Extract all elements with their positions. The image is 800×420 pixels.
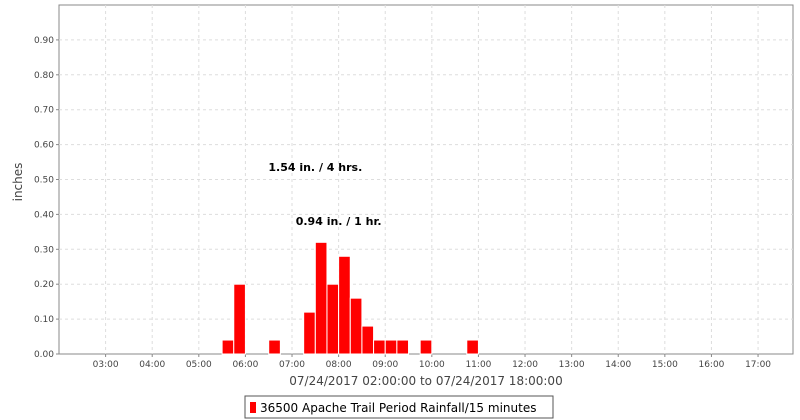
y-tick-label: 0.00: [34, 350, 54, 360]
rainfall-bar: [349, 297, 363, 355]
x-axis-title: 07/24/2017 02:00:00 to 07/24/2017 18:00:…: [289, 374, 562, 388]
legend-label: 36500 Apache Trail Period Rainfall/15 mi…: [260, 401, 536, 415]
x-tick-label: 04:00: [139, 360, 165, 370]
rainfall-bar: [221, 339, 235, 355]
annotation-label: 0.94 in. / 1 hr.: [296, 215, 382, 228]
y-axis-title: inches: [11, 163, 25, 202]
x-tick-label: 13:00: [559, 360, 585, 370]
rainfall-bar: [233, 283, 246, 355]
legend: 36500 Apache Trail Period Rainfall/15 mi…: [244, 395, 554, 419]
rainfall-bar: [384, 339, 398, 355]
y-tick-label: 0.50: [34, 176, 54, 186]
grid-lines: [59, 5, 793, 354]
x-tick-label: 11:00: [465, 360, 491, 370]
x-tick-label: 05:00: [186, 360, 212, 370]
bars: [221, 241, 479, 355]
x-tick-label: 17:00: [745, 360, 771, 370]
annotation-label: 1.54 in. / 4 hrs.: [268, 161, 362, 174]
y-tick-label: 0.20: [34, 280, 54, 290]
x-tick-label: 14:00: [605, 360, 631, 370]
x-tick-label: 15:00: [652, 360, 678, 370]
legend-box: [244, 395, 554, 419]
y-tick-label: 0.10: [34, 315, 54, 325]
y-tick-label: 0.40: [34, 210, 54, 220]
y-tick-label: 0.30: [34, 245, 54, 255]
y-axis-ticks: 0.00 0.10 0.20 0.30 0.40 0.50 0.60 0.70 0.80 0.90: [34, 36, 59, 360]
x-tick-label: 10:00: [419, 360, 445, 370]
x-tick-label: 12:00: [512, 360, 538, 370]
rainfall-bar: [396, 339, 410, 355]
rainfall-bar: [466, 339, 479, 355]
rainfall-bar: [268, 339, 281, 355]
y-tick-label: 0.90: [34, 36, 54, 46]
legend-swatch: [250, 402, 256, 413]
x-axis-ticks: 03:00 04:00 05:00 06:00 07:00 08:00 09:00 10:00…: [93, 354, 771, 370]
x-tick-label: 07:00: [279, 360, 305, 370]
annotations: 1.54 in. / 4 hrs. 0.94 in. / 1 hr.: [268, 161, 381, 228]
rainfall-bar: [361, 325, 375, 355]
x-tick-label: 16:00: [698, 360, 724, 370]
y-tick-label: 0.70: [34, 106, 54, 116]
y-tick-label: 0.80: [34, 71, 54, 81]
rainfall-bar: [338, 255, 351, 355]
x-tick-label: 08:00: [326, 360, 352, 370]
x-tick-label: 06:00: [232, 360, 258, 370]
rainfall-bar: [373, 339, 386, 355]
x-tick-label: 09:00: [372, 360, 398, 370]
y-tick-label: 0.60: [34, 141, 54, 151]
x-tick-label: 03:00: [93, 360, 119, 370]
rainfall-bar: [419, 339, 433, 355]
rainfall-bar: [314, 241, 328, 355]
rainfall-bar: [303, 311, 316, 355]
rainfall-bar: [326, 283, 340, 355]
